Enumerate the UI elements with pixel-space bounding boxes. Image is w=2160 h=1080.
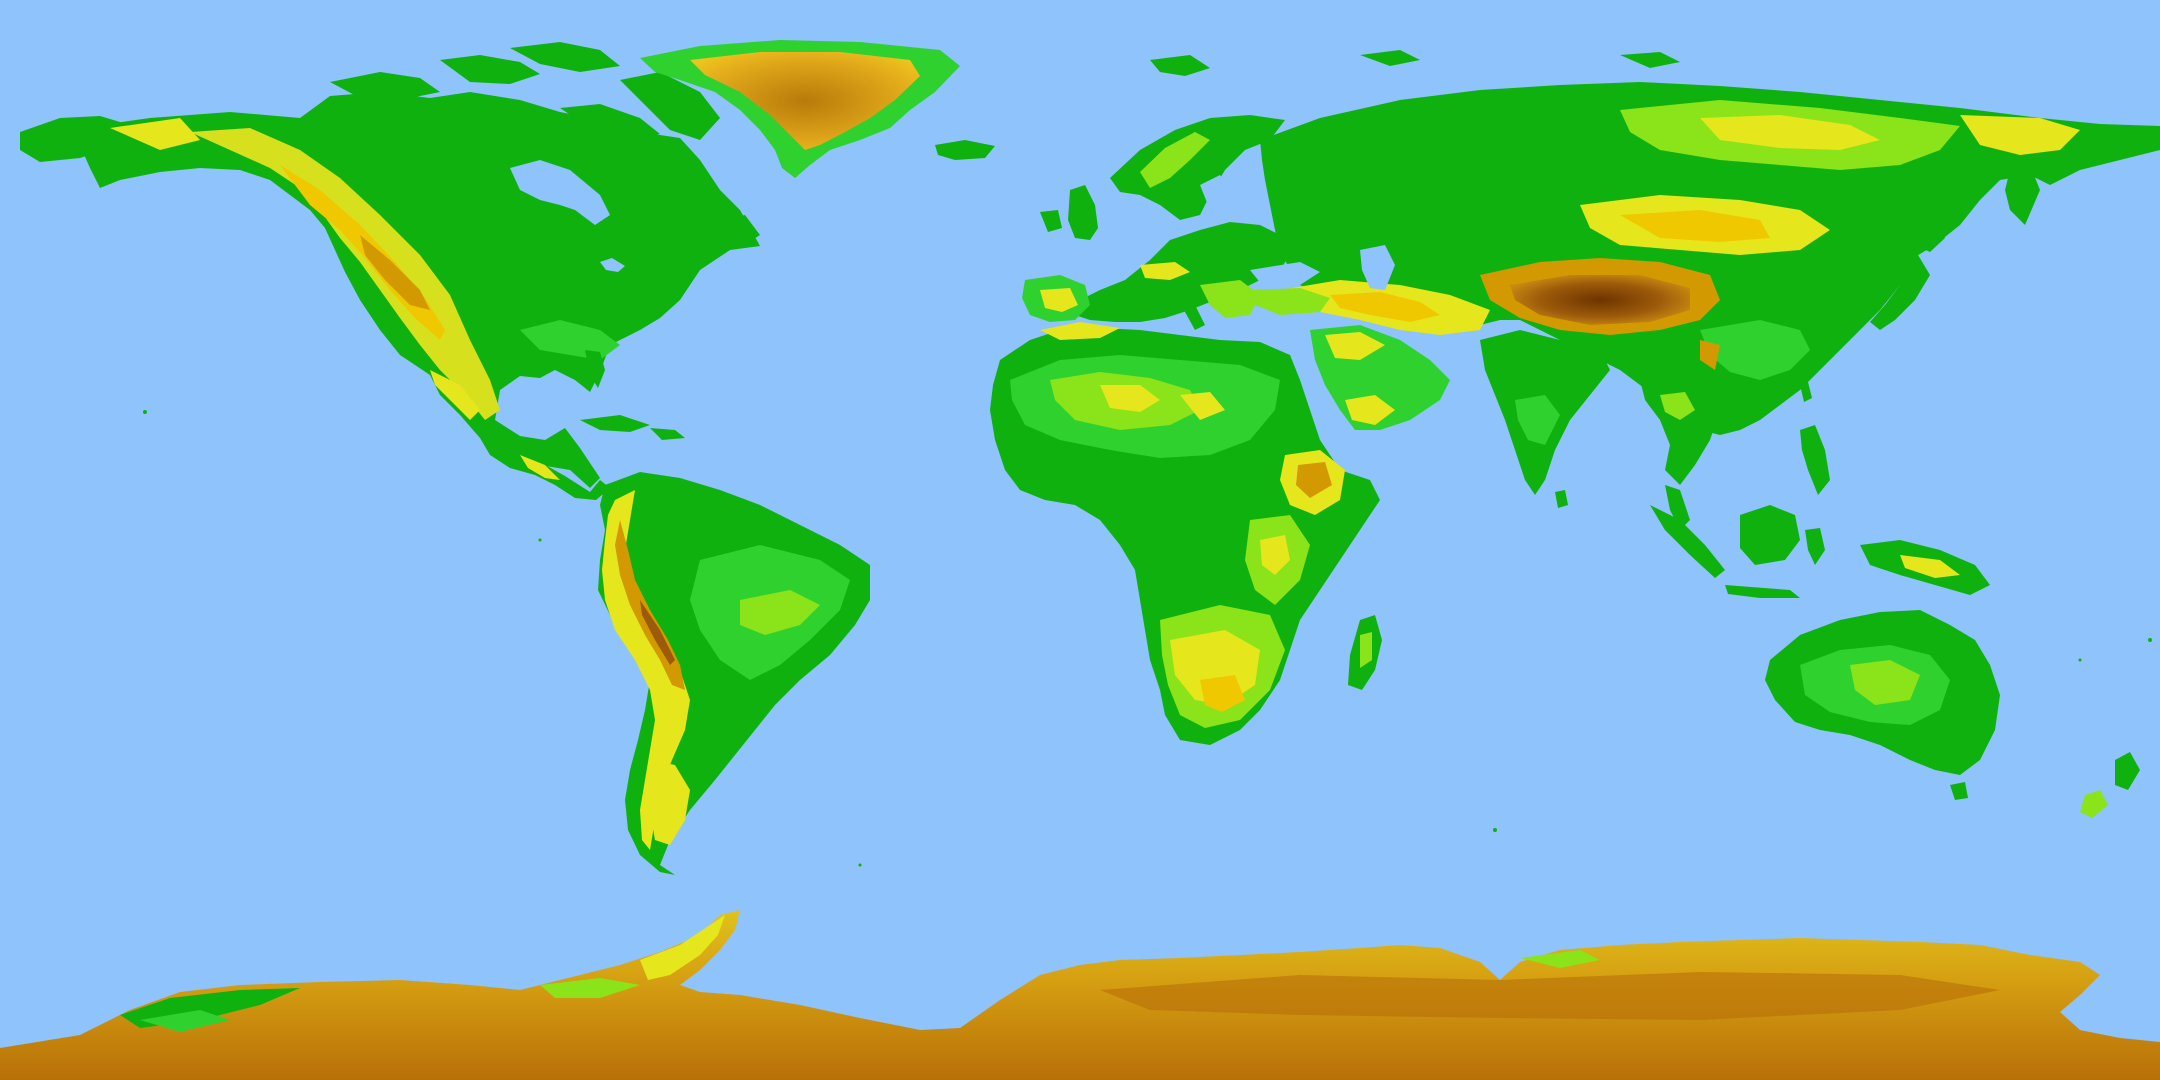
iceland <box>935 140 995 160</box>
indochina <box>1640 372 1720 530</box>
madagascar <box>1348 615 1382 690</box>
british-isles <box>1040 185 1098 240</box>
indian-subcontinent <box>1480 330 1610 495</box>
borneo <box>1740 505 1800 565</box>
africa <box>990 322 1380 745</box>
antarctica <box>0 910 2160 1080</box>
asia <box>1250 82 2160 435</box>
new-guinea <box>1860 540 1990 595</box>
small-islands <box>143 410 2152 1062</box>
europe <box>1022 115 1290 330</box>
greenland <box>640 40 960 178</box>
sri-lanka <box>1555 490 1568 508</box>
arabian-peninsula <box>1310 325 1450 430</box>
svalbard <box>1150 55 1210 76</box>
philippines <box>1800 425 1830 495</box>
sumatra <box>1650 505 1725 578</box>
australia <box>1765 610 2000 800</box>
south-america <box>598 472 870 875</box>
japan <box>1870 220 1945 330</box>
north-america <box>20 42 760 500</box>
java <box>1725 585 1800 598</box>
new-zealand <box>2080 752 2140 818</box>
